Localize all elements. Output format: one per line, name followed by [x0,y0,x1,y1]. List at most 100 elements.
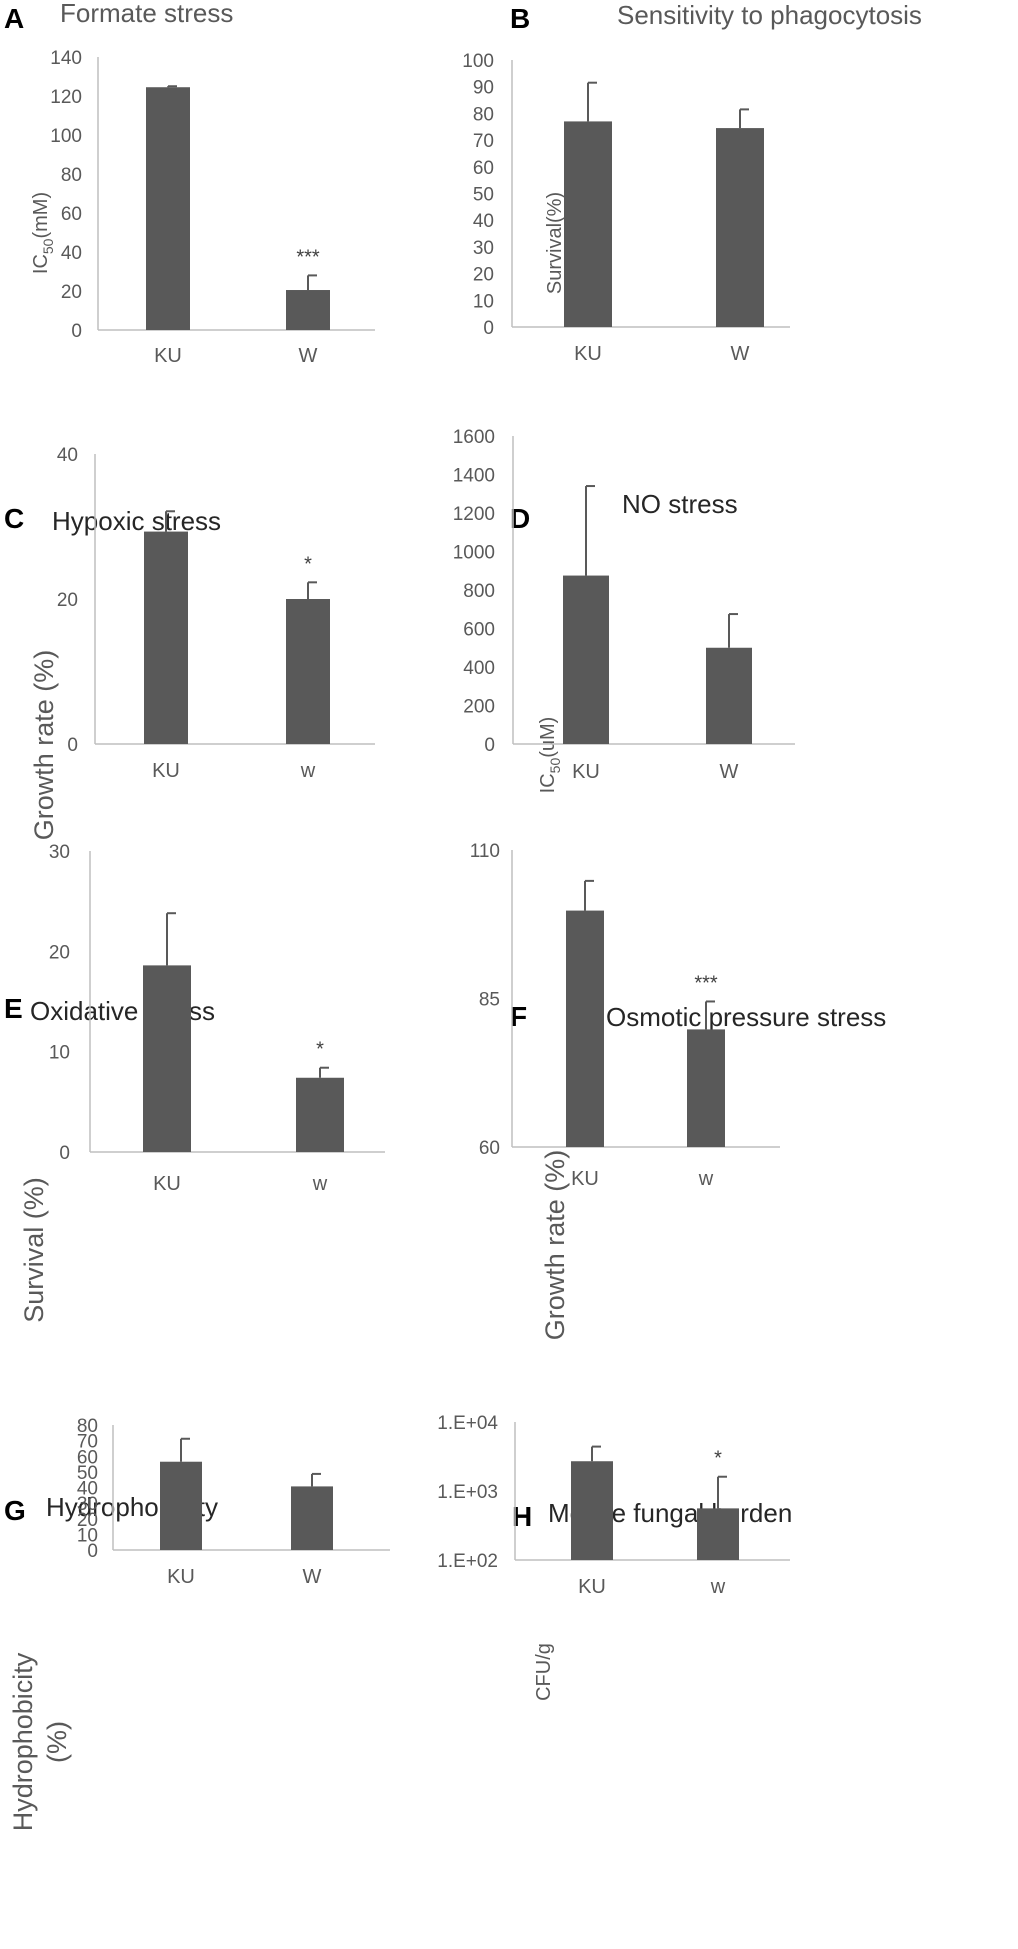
y-tick-label-E: 30 [49,842,70,863]
y-tick-label-B: 80 [473,104,494,125]
y-tick-label-B: 10 [473,291,494,312]
significance-mark-F: *** [694,972,718,994]
y-axis-label-C: Growth rate (%) [29,650,59,841]
x-tick-label-F: w [698,1168,714,1190]
chart-title-A: Formate stress [60,0,233,28]
y-tick-label-A: 40 [61,243,82,264]
significance-mark-A: *** [296,246,320,268]
bar-H-w [697,1508,739,1560]
x-tick-label-C: w [300,760,316,782]
y-tick-label-F: 85 [479,990,500,1011]
x-tick-label-A: W [299,345,318,367]
x-tick-label-A: KU [154,345,182,367]
bar-C-KU [144,531,188,744]
x-tick-label-B: W [731,343,750,365]
panel-D: D NO stress IC50(uM) [510,489,738,793]
y-tick-label-C: 0 [67,735,78,756]
y-tick-label-B: 40 [473,211,494,232]
y-tick-label-C: 20 [57,590,78,611]
x-tick-label-F: KU [571,1168,599,1190]
panel-A: A Formate stress IC50(mM) [4,0,233,274]
y-axis-label-E: Survival (%) [19,1177,49,1323]
y-tick-label-H: 1.E+02 [437,1551,498,1572]
y-tick-label-E: 20 [49,942,70,963]
panel-H: H Mouse fungal burden CFU/g [512,1498,792,1701]
y-tick-label-F: 110 [470,841,500,862]
y-axis-label-H: CFU/g [533,1643,555,1701]
y-tick-label-D: 1000 [453,543,495,564]
y-tick-label-A: 120 [50,87,82,108]
y-tick-label-D: 1400 [453,466,495,487]
bar-G-KU [160,1461,202,1550]
x-tick-label-C: KU [152,760,180,782]
significance-mark-C: * [304,553,312,575]
y-tick-label-B: 0 [483,318,494,339]
x-tick-label-B: KU [574,343,602,365]
y-tick-label-C: 40 [57,445,78,466]
y-tick-label-G: 30 [77,1494,98,1515]
panel-letter-H: H [512,1501,532,1532]
significance-mark-E: * [316,1039,324,1061]
y-axis-label-F: Growth rate (%) [540,1150,570,1341]
panel-letter-B: B [510,3,530,34]
y-tick-label-G: 20 [77,1510,98,1531]
y-tick-label-D: 1200 [453,504,495,525]
panel-letter-F: F [510,1001,527,1032]
chart-title-C: Hypoxic stress [52,506,221,536]
panel-C: C Hypoxic stress Growth rate (%) [4,503,221,840]
y-tick-label-D: 600 [463,620,495,641]
chart-title-D: NO stress [622,489,738,519]
y-tick-label-A: 100 [50,126,82,147]
y-tick-label-A: 20 [61,282,82,303]
bar-A-W [286,290,330,330]
y-tick-label-B: 20 [473,265,494,286]
y-tick-label-G: 60 [77,1447,98,1468]
y-tick-label-D: 200 [463,697,495,718]
y-tick-label-G: 0 [87,1541,98,1562]
chart-title-F: Osmotic pressure stress [606,1002,886,1032]
y-tick-label-G: 80 [77,1416,98,1437]
y-tick-label-D: 400 [463,658,495,679]
panel-letter-A: A [4,3,24,34]
y-tick-label-G: 50 [77,1463,98,1484]
y-axis-label-D: IC50(uM) [537,717,563,794]
bar-F-KU [566,910,604,1147]
bar-A-KU [146,87,190,330]
significance-mark-H: * [714,1448,722,1470]
bar-E-KU [143,965,191,1152]
y-tick-label-A: 140 [50,48,82,69]
panel-B: B Sensitivity to phagocytosis Survival(%… [510,0,922,294]
y-tick-label-B: 70 [473,131,494,152]
panel-letter-E: E [4,993,23,1024]
y-tick-label-B: 50 [473,185,494,206]
bar-B-W [716,128,764,327]
y-tick-label-D: 800 [463,581,495,602]
y-tick-label-G: 40 [77,1479,98,1500]
y-tick-label-G: 70 [77,1432,98,1453]
y-tick-label-E: 10 [49,1043,70,1064]
bar-B-KU [564,121,612,327]
bar-G-W [291,1486,333,1550]
y-axis-label-A: IC50(mM) [30,192,56,274]
bar-E-w [296,1077,344,1152]
y-tick-label-D: 0 [484,735,495,756]
y-tick-label-B: 100 [462,51,494,72]
panel-F: F Osmotic pressure stress Growth rate (%… [510,1001,886,1340]
bar-H-KU [571,1461,613,1560]
y-tick-label-G: 10 [77,1525,98,1546]
x-tick-label-D: W [720,761,739,783]
y-axis-label-B: Survival(%) [544,192,566,294]
y-tick-label-D: 1600 [453,427,495,448]
y-tick-label-H: 1.E+03 [437,1482,498,1503]
y-tick-label-B: 90 [473,78,494,99]
y-tick-label-B: 30 [473,238,494,259]
x-tick-label-H: w [710,1576,726,1598]
y-tick-label-H: 1.E+04 [437,1413,498,1434]
y-tick-label-E: 0 [59,1143,70,1164]
y-tick-label-A: 80 [61,165,82,186]
bar-C-w [286,599,330,744]
y-tick-label-F: 60 [479,1138,500,1159]
panel-letter-G: G [4,1495,26,1526]
